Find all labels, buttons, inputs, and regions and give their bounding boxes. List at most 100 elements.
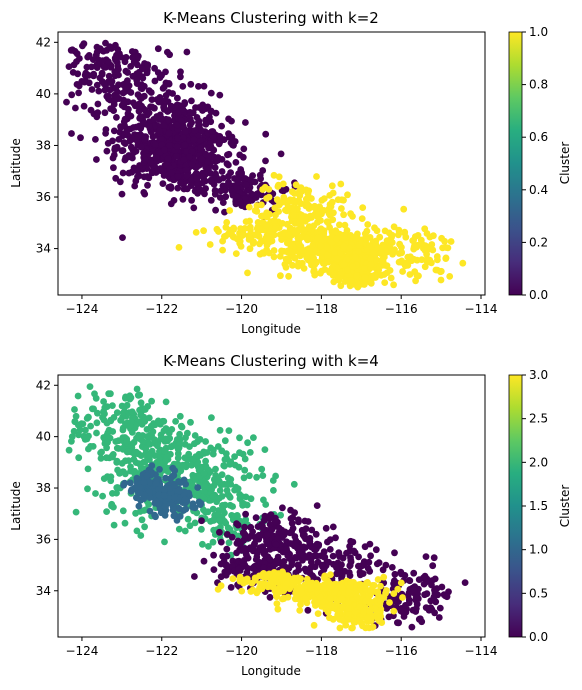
data-point <box>183 48 191 56</box>
data-point <box>356 568 364 576</box>
data-point <box>183 172 191 180</box>
data-point <box>120 139 128 146</box>
data-point <box>308 526 316 534</box>
data-point <box>399 268 406 275</box>
data-point <box>200 82 208 90</box>
data-point <box>184 515 192 523</box>
data-point <box>295 561 302 569</box>
data-point <box>241 576 249 584</box>
data-point <box>350 547 358 555</box>
data-point <box>361 543 369 551</box>
data-point <box>299 531 307 539</box>
data-point <box>228 231 236 239</box>
data-point <box>387 274 395 282</box>
data-point <box>144 181 151 189</box>
data-point <box>84 53 92 61</box>
data-point <box>85 445 92 453</box>
data-point <box>209 538 217 546</box>
data-point <box>164 48 171 56</box>
y-axis-label: Latitude <box>9 481 23 530</box>
data-point <box>199 540 206 548</box>
data-point <box>139 432 147 439</box>
data-point <box>251 178 259 186</box>
data-point <box>428 581 435 589</box>
data-point <box>93 429 100 437</box>
data-point <box>304 606 312 614</box>
data-point <box>380 573 388 581</box>
data-point <box>190 136 198 144</box>
data-point <box>93 156 100 163</box>
data-point <box>336 624 344 632</box>
data-point <box>410 569 418 577</box>
data-point <box>364 614 372 622</box>
y-axis: 34 36 38 40 42 <box>36 378 58 598</box>
data-point <box>161 447 168 455</box>
data-point <box>240 546 248 554</box>
data-point <box>296 607 304 614</box>
data-point <box>80 40 88 48</box>
data-point <box>71 406 78 413</box>
data-point <box>175 525 183 533</box>
data-point <box>295 259 302 267</box>
data-point <box>372 257 380 265</box>
data-point <box>426 256 434 264</box>
data-point <box>140 479 148 486</box>
data-point <box>160 486 168 493</box>
data-point <box>113 457 121 465</box>
data-point <box>151 511 159 519</box>
data-point <box>92 490 99 497</box>
data-point <box>365 558 373 566</box>
x-tick-label: −124 <box>65 644 98 658</box>
data-point <box>286 224 294 232</box>
data-point <box>215 517 223 524</box>
data-point <box>161 146 168 154</box>
data-point <box>260 573 268 581</box>
data-point <box>188 97 195 105</box>
data-point <box>219 199 227 207</box>
data-point <box>290 197 298 205</box>
data-point <box>112 174 120 182</box>
data-point <box>160 172 168 179</box>
data-point <box>162 398 170 406</box>
data-point <box>225 115 233 123</box>
data-point <box>177 422 185 430</box>
data-point <box>298 211 306 219</box>
data-point <box>98 69 106 77</box>
data-point <box>283 579 291 587</box>
data-point <box>148 103 156 111</box>
data-point <box>75 454 83 462</box>
data-point <box>111 144 119 152</box>
data-point <box>391 549 398 557</box>
colorbar-tick-label: 0.5 <box>529 586 548 600</box>
data-point <box>200 470 208 477</box>
data-point <box>302 252 310 260</box>
data-point <box>119 426 127 434</box>
data-point <box>225 172 232 180</box>
data-point <box>133 76 141 84</box>
data-point <box>429 562 437 570</box>
data-point <box>216 528 223 536</box>
data-point <box>214 586 222 593</box>
data-point <box>276 253 284 260</box>
colorbar-tick-label: 0.0 <box>529 288 548 302</box>
data-point <box>418 239 425 247</box>
data-point <box>307 258 315 266</box>
data-point <box>139 437 147 445</box>
data-point <box>428 606 436 613</box>
data-point <box>174 134 182 142</box>
data-point <box>309 572 316 579</box>
data-point <box>165 142 173 149</box>
data-point <box>188 148 196 156</box>
data-point <box>263 531 271 539</box>
data-point <box>217 560 225 568</box>
data-point <box>94 61 102 69</box>
data-point <box>131 449 139 457</box>
data-point <box>273 600 281 607</box>
data-point <box>143 69 151 77</box>
data-point <box>119 89 127 97</box>
data-point <box>110 503 117 511</box>
data-point <box>359 204 367 212</box>
data-point <box>380 593 388 601</box>
data-point <box>72 508 80 516</box>
data-point <box>270 253 278 261</box>
